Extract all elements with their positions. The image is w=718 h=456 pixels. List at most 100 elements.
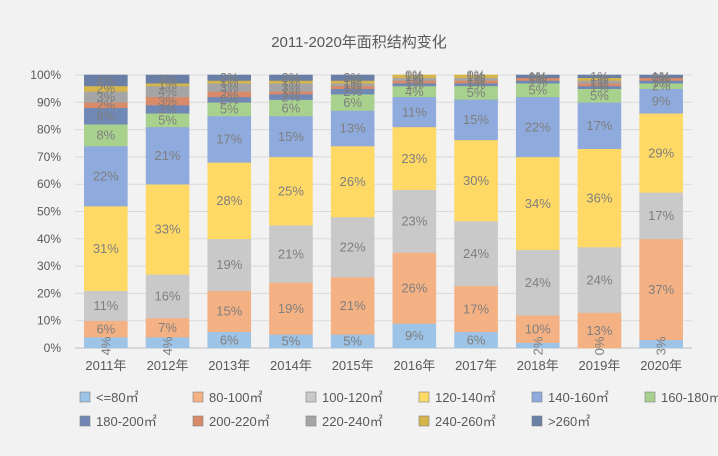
legend-item: 140-160㎡ <box>531 390 609 405</box>
y-axis: 0% 10% 20% 30% 40% 50% 60% 70% 80% 90% 100% <box>30 68 61 355</box>
legend-label: 220-240㎡ <box>322 414 383 429</box>
data-label: 4% <box>158 84 177 99</box>
legend-swatch <box>531 391 543 403</box>
bar-segment <box>577 74 622 79</box>
x-axis: 2011年 2012年 2013年 2014年 2015年 2016年 2017年 2018年… <box>85 358 682 373</box>
data-label: 5% <box>220 102 239 117</box>
legend: <=80㎡ 80-100㎡ 100-120㎡ 120-140㎡ 140-160㎡ 160-… <box>79 390 718 429</box>
data-label: 2% <box>220 70 239 85</box>
legend-label: 120-140㎡ <box>435 390 496 405</box>
data-label: 2% <box>220 87 239 102</box>
bar-segment <box>207 238 252 291</box>
data-label: 2% <box>220 92 239 107</box>
legend-swatch <box>79 391 91 403</box>
data-label: 6% <box>467 332 486 347</box>
data-label: 1% <box>158 77 177 92</box>
data-label: 3% <box>158 102 177 117</box>
data-label: 5% <box>590 88 609 103</box>
x-tick-label: 2011年 <box>85 358 126 373</box>
data-label: 0% <box>405 68 424 83</box>
data-label: 0% <box>528 70 547 85</box>
legend-swatch <box>418 415 430 427</box>
data-label: 29% <box>648 145 674 160</box>
data-label: 5% <box>467 85 486 100</box>
y-tick-label: 100% <box>30 68 61 82</box>
legend-label: >260㎡ <box>548 414 590 429</box>
data-label: 1% <box>590 74 609 89</box>
legend-item: <=80㎡ <box>79 390 139 405</box>
data-label: 9% <box>652 93 671 108</box>
bar-segment <box>454 139 498 222</box>
bar-segment <box>330 216 375 278</box>
y-tick-label: 30% <box>37 259 61 273</box>
legend-swatch <box>418 391 430 403</box>
data-label: 0% <box>652 70 671 85</box>
data-label: 17% <box>463 301 489 316</box>
data-label: 11% <box>402 104 427 119</box>
data-label: 17% <box>648 208 674 223</box>
bar-segment <box>330 110 375 147</box>
data-label: 1% <box>652 72 671 87</box>
legend-item: 240-260㎡ <box>418 414 496 429</box>
data-label: 4% <box>160 336 175 355</box>
x-tick-label: 2015年 <box>332 358 374 373</box>
data-label: 2% <box>343 84 362 99</box>
data-label: 3% <box>282 80 301 95</box>
data-label: 31% <box>93 241 119 256</box>
legend-swatch <box>192 391 204 403</box>
legend-label: 80-100㎡ <box>209 390 262 405</box>
data-label: 0% <box>467 68 486 83</box>
bar-segment <box>145 126 190 185</box>
legend-label: 100-120㎡ <box>322 390 383 405</box>
bar-segment <box>207 162 252 240</box>
bar-segment <box>577 246 622 313</box>
data-label: 2% <box>282 89 301 104</box>
data-label: 17% <box>216 132 242 147</box>
legend-item: 80-100㎡ <box>192 390 262 405</box>
legend-label: <=80㎡ <box>96 390 139 405</box>
bar-segment <box>515 156 560 251</box>
data-label: 11% <box>93 298 118 313</box>
data-label: 2% <box>343 70 362 85</box>
y-tick-label: 70% <box>37 150 61 164</box>
data-label: 17% <box>586 118 612 133</box>
data-label: 19% <box>216 257 242 272</box>
bar-segment <box>639 238 683 341</box>
data-label: 3% <box>158 72 177 87</box>
data-label: 21% <box>278 246 304 261</box>
data-label: 21% <box>340 298 366 313</box>
data-label: 0% <box>592 336 607 355</box>
data-label: 5% <box>528 83 547 98</box>
data-label: 1% <box>405 69 424 84</box>
data-label: 34% <box>525 196 551 211</box>
bar-segment <box>515 74 560 79</box>
data-label: 1% <box>467 72 486 87</box>
data-label: 1% <box>405 74 424 89</box>
data-label: 3% <box>96 89 115 104</box>
data-label: 0% <box>528 70 547 85</box>
data-label: 2% <box>652 78 671 93</box>
legend-label: 180-200㎡ <box>96 414 157 429</box>
data-label: 3% <box>220 80 239 95</box>
data-label: 23% <box>401 214 427 229</box>
legend-item: 120-140㎡ <box>418 390 496 405</box>
data-label: 1% <box>652 74 671 89</box>
bar-segment <box>515 96 560 158</box>
data-label: 33% <box>155 222 181 237</box>
data-label: 9% <box>405 328 424 343</box>
y-tick-label: 90% <box>37 95 61 109</box>
data-label: 1% <box>590 77 609 92</box>
data-label: 4% <box>98 336 113 355</box>
data-label: 5% <box>282 334 301 349</box>
data-label: 13% <box>340 121 366 136</box>
data-label: 1% <box>590 80 609 95</box>
data-label: 2% <box>530 336 545 355</box>
legend-item: 200-220㎡ <box>192 414 270 429</box>
legend-item: 180-200㎡ <box>79 414 157 429</box>
data-label: 6% <box>96 108 115 123</box>
x-tick-label: 2020年 <box>640 358 682 373</box>
legend-label: 200-220㎡ <box>209 414 270 429</box>
x-tick-label: 2012年 <box>147 358 189 373</box>
data-label: 30% <box>463 173 489 188</box>
